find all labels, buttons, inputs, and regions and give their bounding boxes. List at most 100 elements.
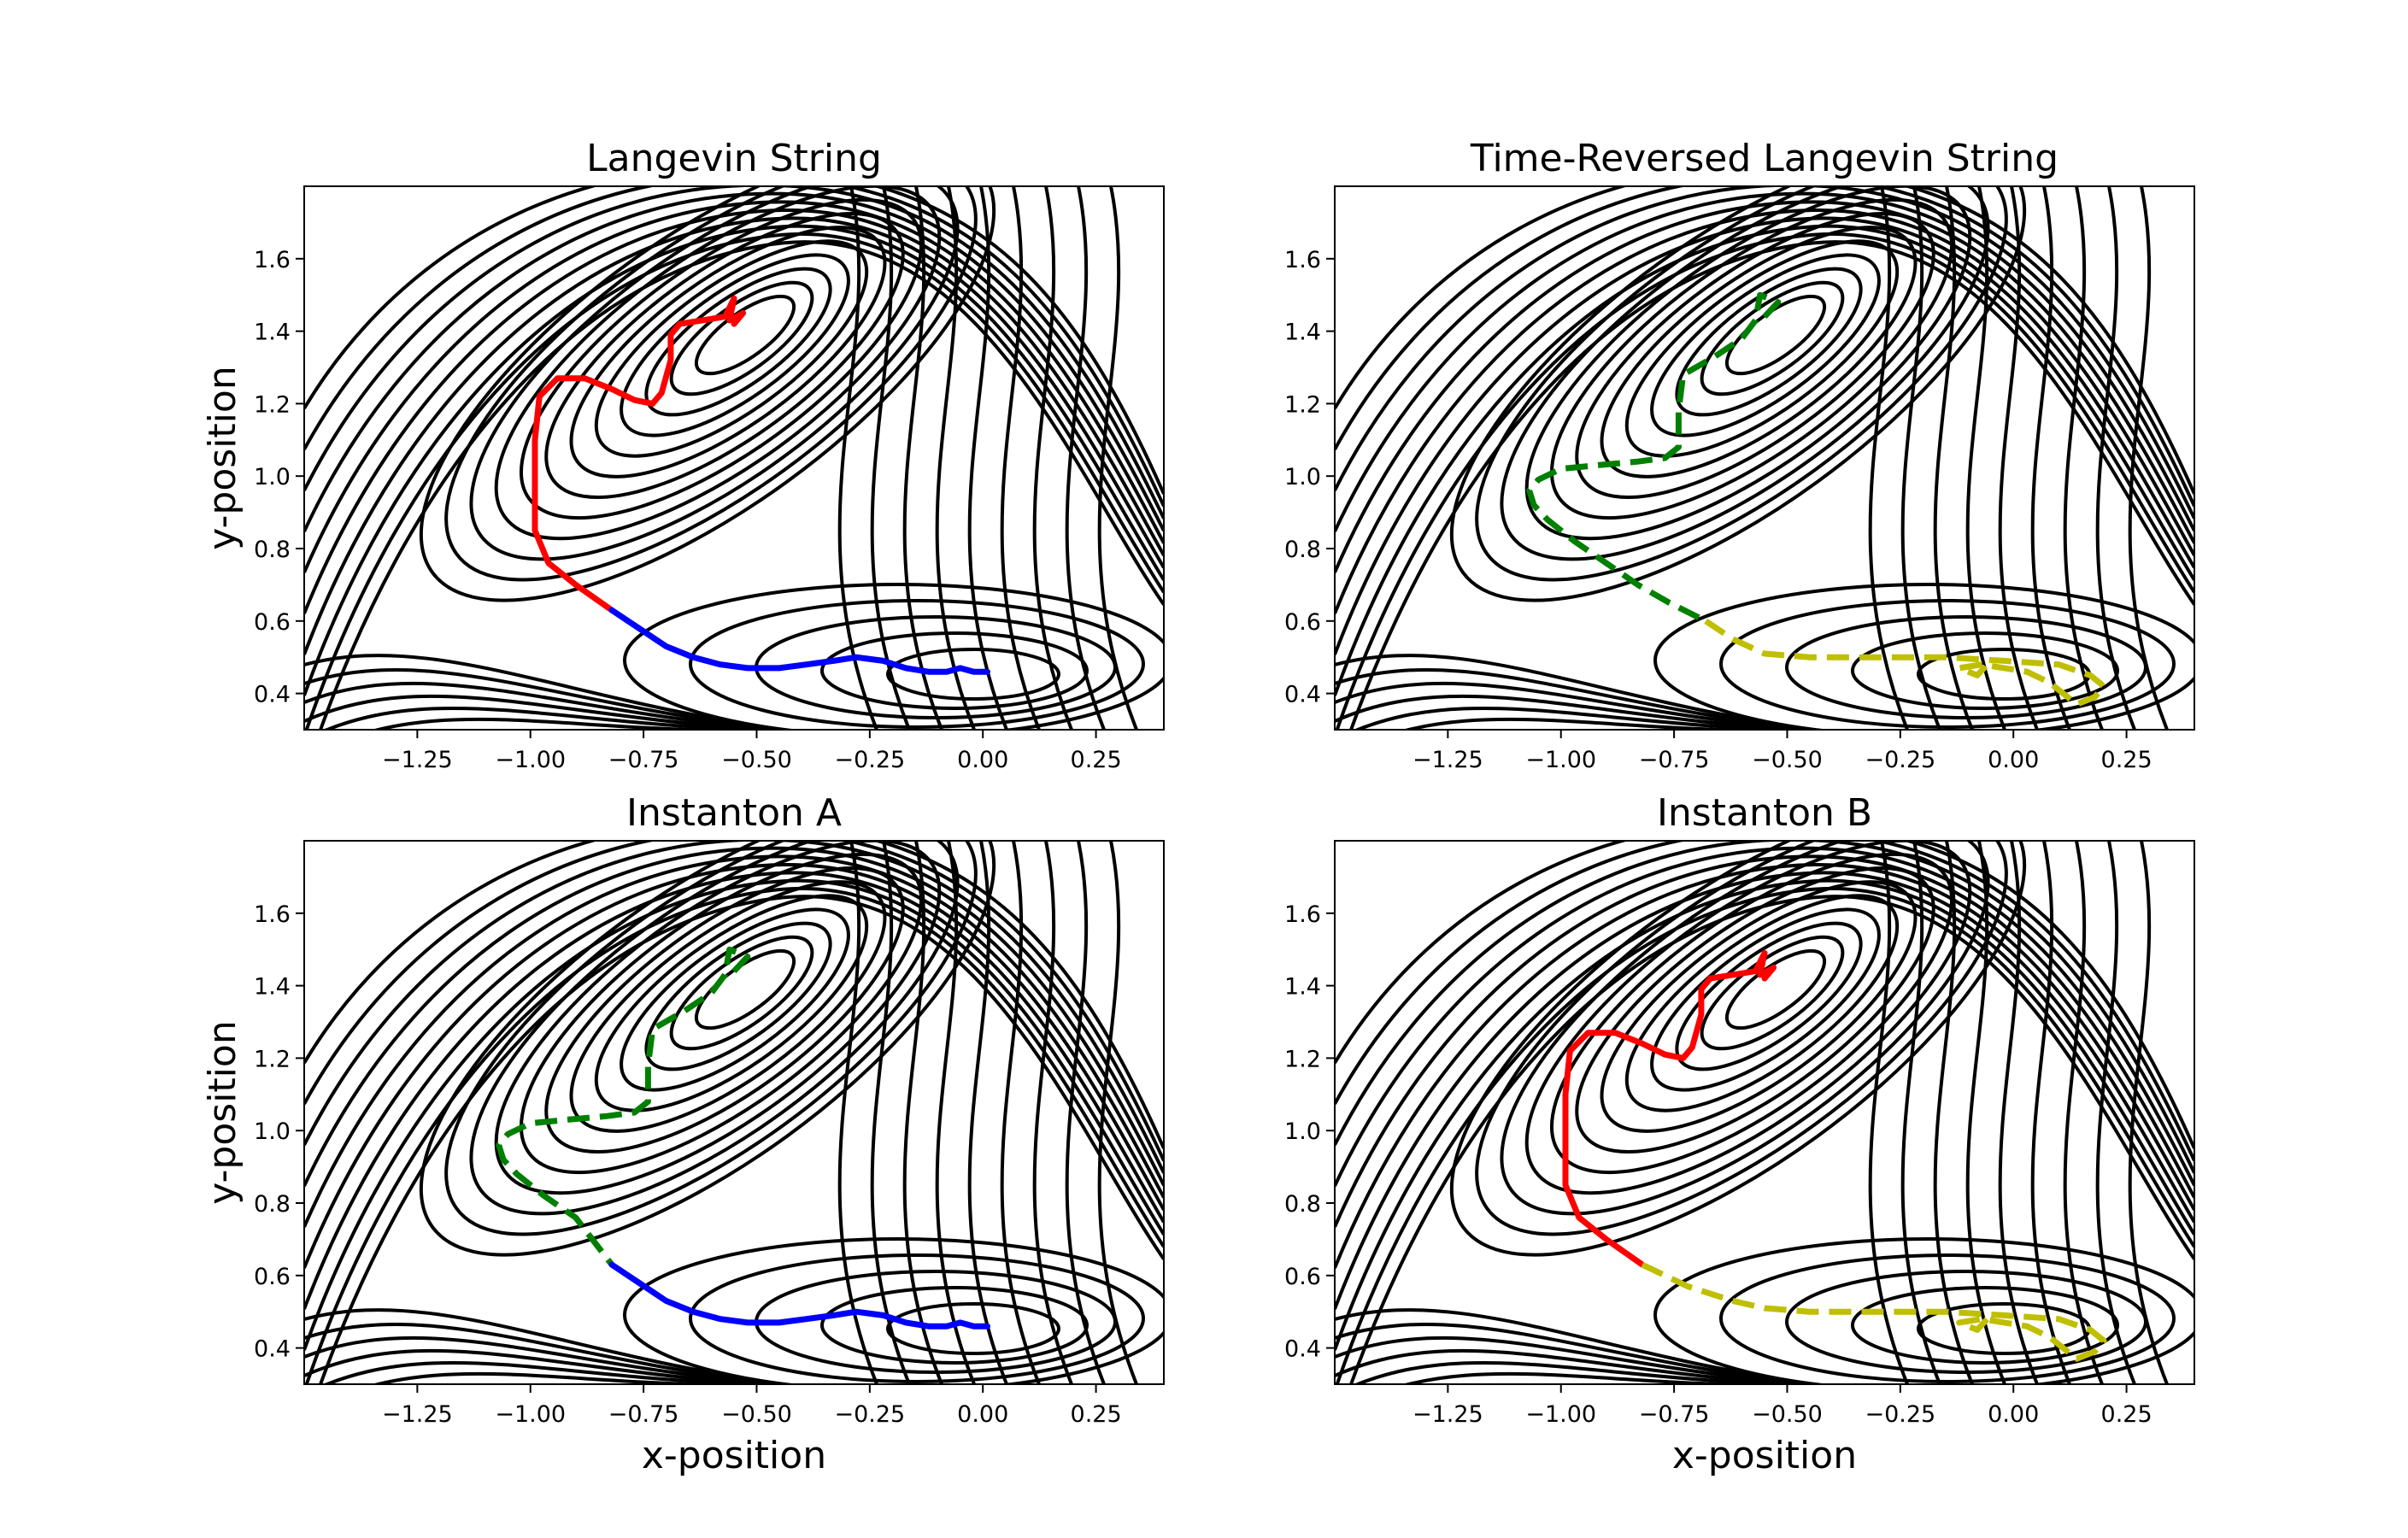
y-tick-label: 0.4 (254, 1336, 291, 1363)
x-tick-label: 0.00 (957, 1401, 1008, 1428)
contour-line (837, 186, 878, 730)
contour-line (1032, 841, 1073, 1384)
contour-line (2063, 841, 2104, 1384)
contour-line (1933, 841, 1974, 1384)
contour-line (1851, 631, 2119, 710)
contour-line (304, 208, 1164, 614)
contour-line (870, 841, 911, 1384)
x-tick-label: −0.75 (1639, 1401, 1710, 1428)
y-tick-label: 1.2 (1284, 1046, 1321, 1072)
y-tick-label: 0.8 (1284, 1191, 1321, 1218)
contour-line (1000, 841, 1041, 1384)
contour-line (304, 871, 1164, 1310)
subplot-title: Instanton B (1657, 791, 1872, 835)
contour-line (1065, 841, 1106, 1384)
contour-line (594, 239, 869, 458)
contour-line (623, 1237, 1164, 1384)
y-tick-label: 0.4 (254, 682, 291, 708)
contour-line (1998, 841, 2039, 1384)
contour-line (967, 841, 1008, 1384)
x-tick-label: −1.00 (1525, 747, 1596, 773)
contour-line (1335, 681, 1814, 730)
contour-line (902, 186, 943, 730)
plot-frame (1334, 185, 2195, 731)
x-tick-label: −0.50 (721, 747, 792, 773)
plot-frame (303, 185, 1165, 731)
contour-line (304, 1308, 784, 1384)
contour-line (1650, 907, 1881, 1092)
contour-line (304, 1335, 784, 1384)
contour-line (1700, 935, 1845, 1051)
contour-line (1335, 886, 2194, 1384)
y-tick-label: 1.2 (1284, 391, 1321, 418)
contour-line (304, 878, 1164, 1351)
contour-line (1335, 871, 2194, 1310)
contour-line (519, 852, 924, 1175)
contour-line (1868, 186, 1909, 730)
contour-lines (304, 841, 1164, 1384)
contour-line (1335, 186, 2194, 508)
contour-line (304, 681, 784, 730)
contour-line (820, 1286, 1089, 1365)
y-tick-label: 0.4 (1284, 1336, 1321, 1363)
contour-line (304, 216, 1164, 655)
contour-line (620, 907, 850, 1092)
y-tick-label: 1.0 (254, 1118, 291, 1145)
contour-line (1868, 841, 1909, 1384)
x-tick-label: −0.50 (1752, 747, 1823, 773)
x-tick-label: −1.25 (1412, 1401, 1483, 1428)
y-tick-label: 1.2 (254, 1046, 291, 1072)
x-tick-label: −1.00 (495, 747, 566, 773)
subplot-instanton-b: Instanton B −1.25 −1.00 −0.75 −0.50 −0.25 0.0… (1284, 791, 2195, 1477)
series-line-upper-segment (1562, 949, 1777, 1268)
y-axis-ticks: 0.4 0.6 0.8 1.0 1.2 1.4 1.6 (1284, 247, 1335, 708)
path-curves (496, 946, 990, 1330)
contour-line (1933, 186, 1974, 730)
series-line-lower-segment (608, 607, 990, 675)
contour-line (594, 894, 869, 1112)
y-tick-label: 1.0 (1284, 1118, 1321, 1145)
subplot-title: Instanton A (626, 791, 842, 835)
series-line-upper-segment (532, 295, 747, 613)
x-tick-label: −1.25 (382, 1401, 453, 1428)
contour-lines (304, 186, 1164, 730)
y-axis-ticks: 0.4 0.6 0.8 1.0 1.2 1.4 1.6 (1284, 901, 1335, 1363)
contour-line (1353, 706, 1814, 730)
series-line-upper-segment (496, 946, 751, 1267)
x-axis-label: x-position (642, 1434, 826, 1477)
contour-line (304, 186, 1164, 495)
contour-line (2030, 841, 2071, 1384)
y-tick-label: 1.0 (254, 464, 291, 490)
y-tick-label: 0.8 (254, 1191, 291, 1218)
series-line-lower-segment (1704, 618, 2107, 707)
contour-line (1549, 197, 1954, 520)
contour-line (1675, 267, 1863, 417)
contour-line (886, 648, 1060, 701)
contour-line (1650, 253, 1881, 437)
contour-line (669, 935, 814, 1051)
contour-line (1097, 186, 1138, 730)
y-tick-label: 1.2 (254, 391, 291, 418)
contour-line (469, 841, 960, 1216)
x-tick-label: 0.25 (1071, 747, 1122, 773)
subplot-title: Langevin String (586, 137, 882, 180)
y-tick-label: 1.0 (1284, 464, 1321, 490)
x-tick-label: −0.25 (834, 1401, 905, 1428)
contour-line (519, 197, 924, 520)
x-tick-label: −0.50 (721, 1401, 792, 1428)
contour-line (1335, 216, 2194, 655)
contour-line (371, 1371, 783, 1384)
x-axis-label: x-position (1672, 1434, 1857, 1477)
contour-line (304, 224, 1164, 696)
x-tick-label: −0.75 (1639, 747, 1710, 773)
contour-line (1965, 186, 2006, 730)
contour-line (1900, 186, 1941, 730)
series-line-upper-segment (1526, 291, 1782, 624)
contour-line (689, 599, 1145, 729)
contour-line (1653, 1237, 2194, 1384)
contour-line (444, 841, 978, 1236)
y-tick-label: 1.4 (254, 320, 291, 346)
contour-line (1335, 208, 2194, 614)
contour-line (319, 240, 1164, 730)
plot-frame (303, 840, 1165, 1385)
